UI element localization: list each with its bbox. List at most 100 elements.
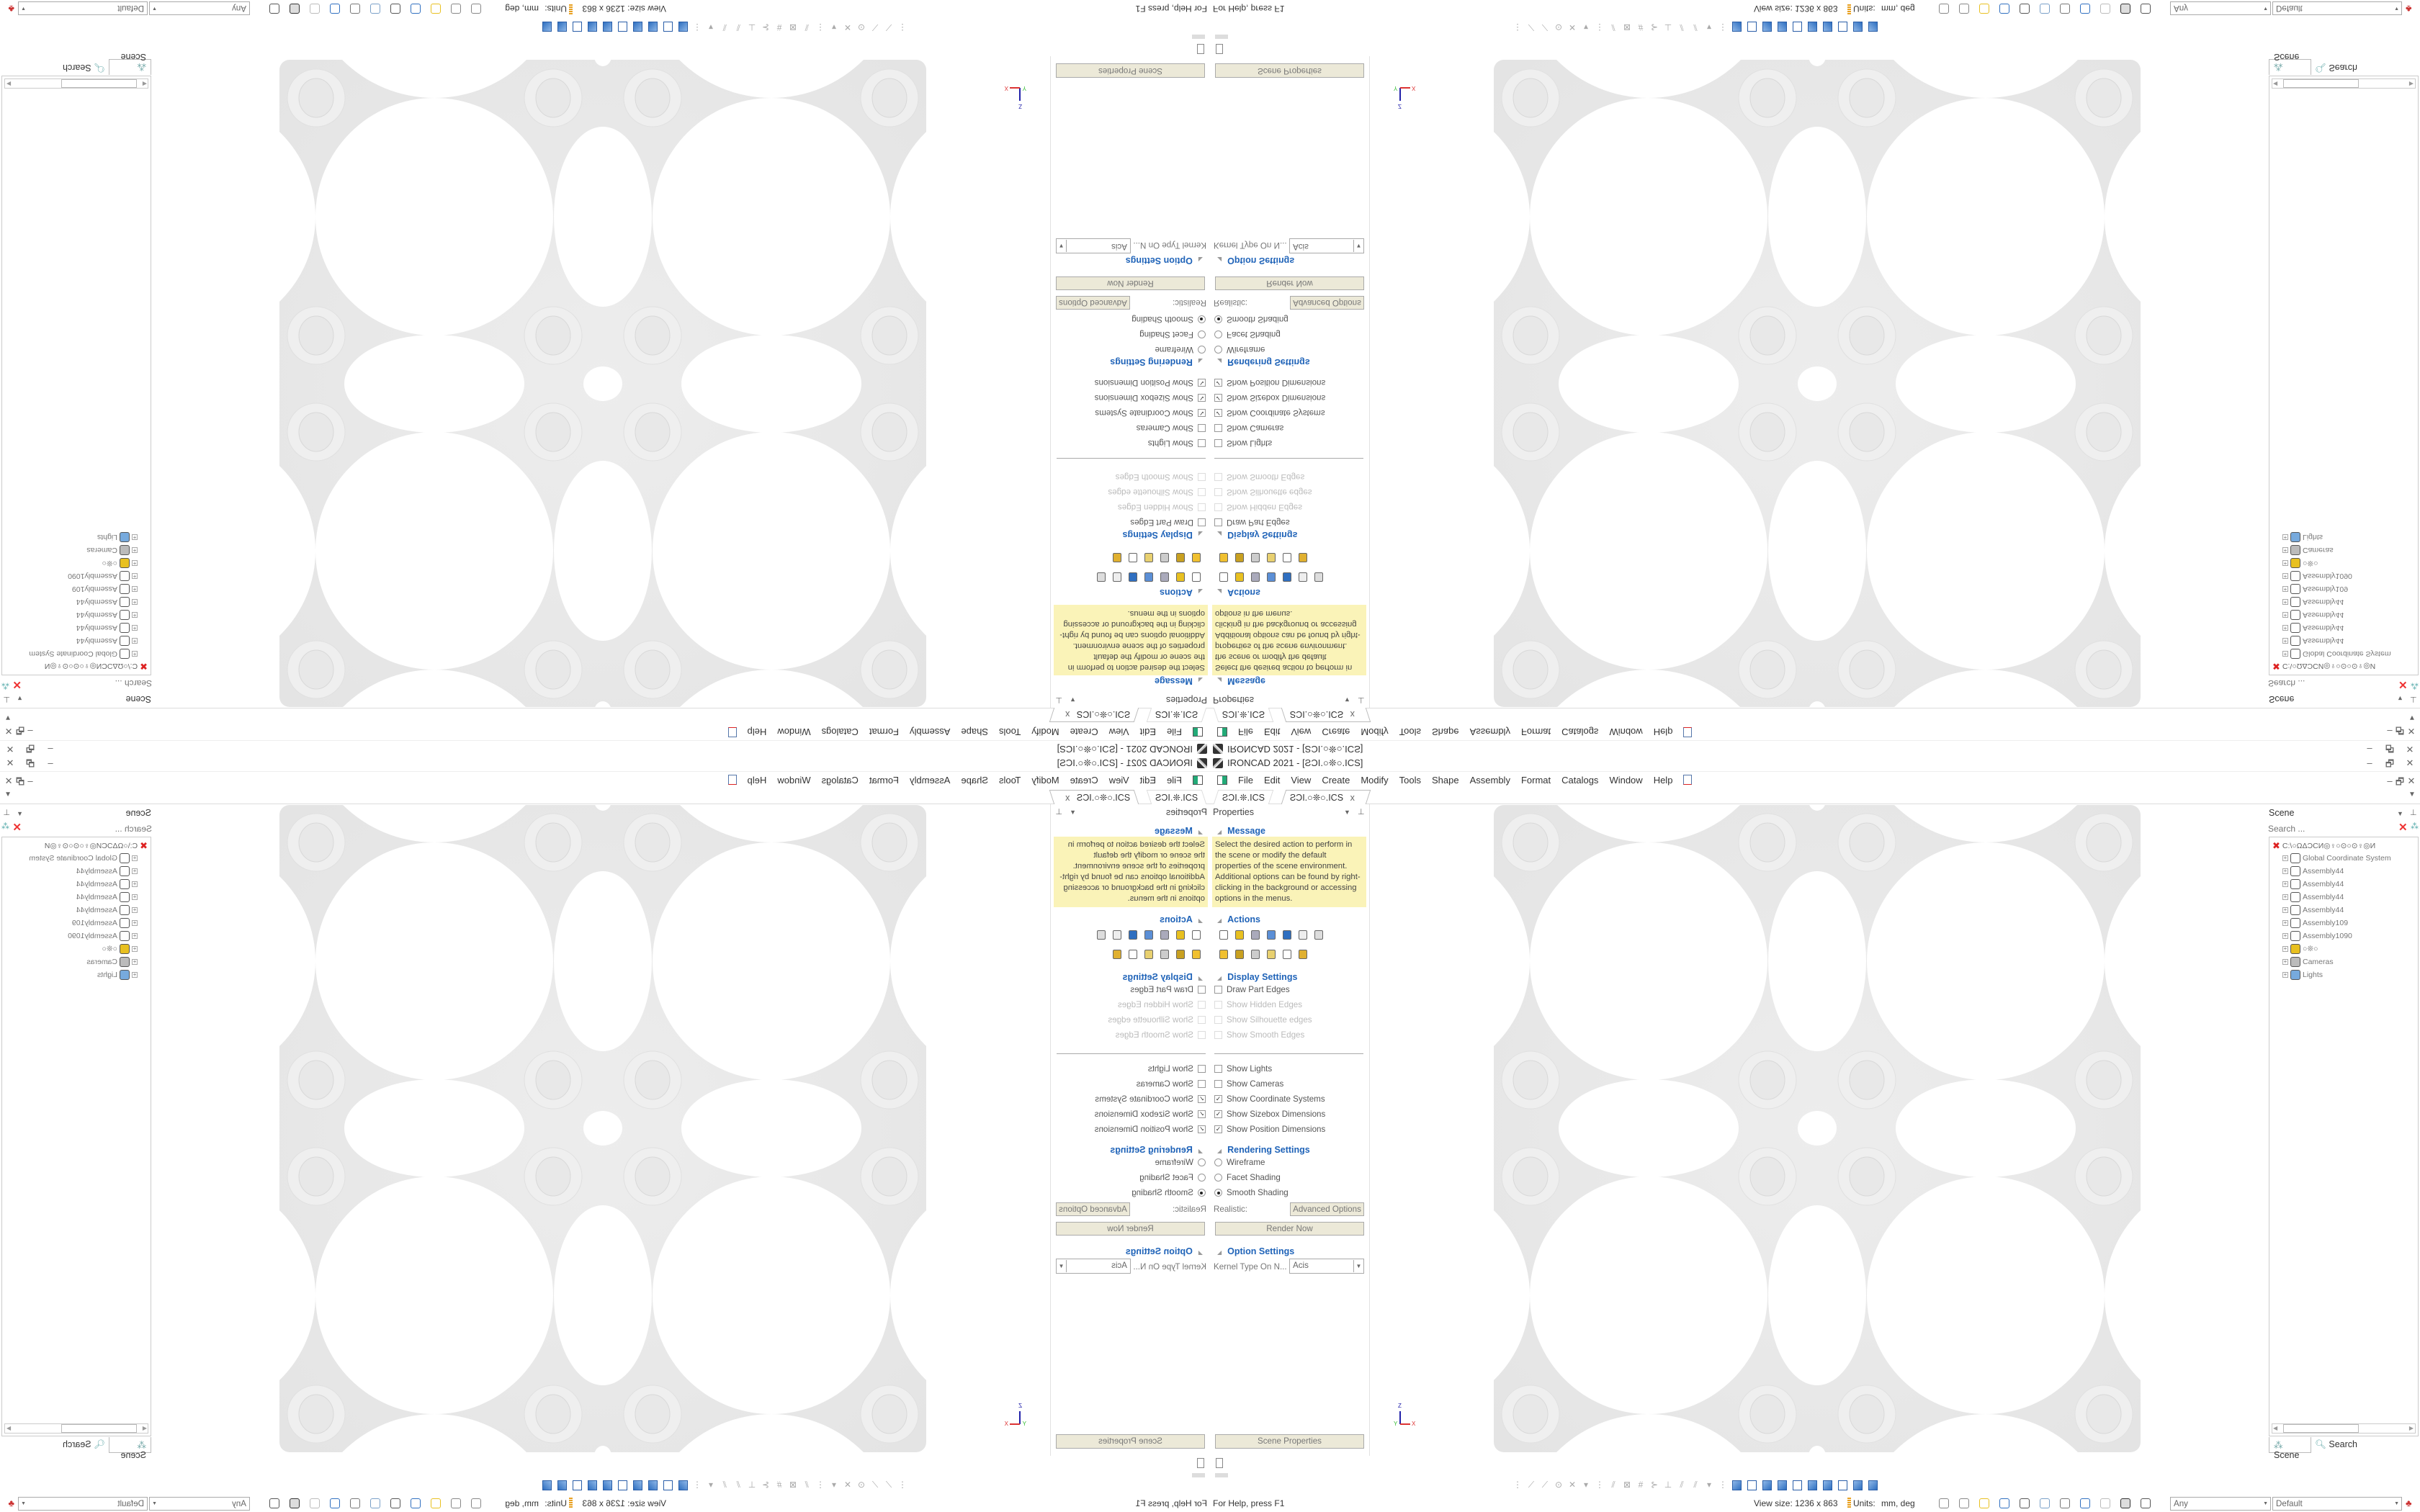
menu-assembly[interactable]: Assembly bbox=[1469, 774, 1510, 786]
selection-filter-select[interactable]: Any ▼ bbox=[149, 1, 250, 15]
advanced-options-button[interactable]: Advanced Options bbox=[1290, 1202, 1364, 1216]
part-color-icon[interactable] bbox=[1979, 1498, 1989, 1508]
zoom-window-icon[interactable] bbox=[1959, 4, 1969, 14]
scroll-right-icon[interactable]: ▶ bbox=[2408, 81, 2414, 87]
view-orientation-cube-icon[interactable] bbox=[1808, 1480, 1817, 1490]
radio-button[interactable] bbox=[1214, 1189, 1222, 1197]
view-orientation-cube-icon[interactable] bbox=[557, 1480, 567, 1490]
tree-item[interactable]: + Assembly109 bbox=[2282, 918, 2348, 928]
glasses-icon[interactable] bbox=[350, 4, 360, 14]
checkbox-box[interactable]: ✓ bbox=[1214, 1110, 1222, 1118]
view-orientation-cube-icon[interactable] bbox=[663, 22, 673, 32]
expand-icon[interactable]: + bbox=[132, 868, 138, 874]
view-tool-icon[interactable]: ▾ bbox=[1583, 22, 1589, 32]
view-tool-icon[interactable]: ▾ bbox=[1706, 22, 1712, 32]
material-icon[interactable] bbox=[370, 1498, 380, 1508]
cube-view-icon[interactable] bbox=[411, 1498, 421, 1508]
tree-item[interactable]: + Assembly44 bbox=[2282, 866, 2344, 876]
units-value[interactable]: mm, deg bbox=[1881, 4, 1915, 14]
scene-tree[interactable]: ✖ C:\○ΩΔƆCИ◎♀○⊙○⊙♀◎И ◀ ▶ + Global Coordina… bbox=[2269, 76, 2419, 675]
arrow-part-icon[interactable] bbox=[1267, 930, 1276, 940]
checkbox-draw-part-edges[interactable]: Draw Part Edges bbox=[1214, 985, 1290, 994]
tree-item[interactable]: + ○❊○ bbox=[102, 944, 138, 954]
view-tool-icon[interactable]: ⫽ bbox=[736, 22, 740, 32]
menu-tools[interactable]: Tools bbox=[1399, 774, 1421, 786]
assembly-icon[interactable] bbox=[1267, 950, 1276, 959]
view-tool-icon[interactable]: # bbox=[776, 22, 782, 32]
mdi-minimize-button[interactable]: – bbox=[2387, 775, 2393, 786]
view-orientation-cube-icon[interactable] bbox=[1793, 22, 1802, 32]
zoom-window-icon[interactable] bbox=[451, 4, 461, 14]
tree-item[interactable]: + Lights bbox=[2282, 532, 2323, 542]
expand-icon[interactable]: + bbox=[132, 945, 138, 952]
chevron-down-icon[interactable]: ▼ bbox=[152, 6, 157, 11]
chevron-down-icon[interactable]: ▼ bbox=[2263, 6, 2268, 11]
style-select[interactable]: Default ▼ bbox=[18, 1, 148, 15]
display-section-header[interactable]: ◢Display Settings bbox=[1217, 972, 1298, 982]
units-value[interactable]: mm, deg bbox=[505, 1498, 539, 1508]
tree-item[interactable]: + Assembly44 bbox=[76, 623, 138, 633]
scrollbar-thumb[interactable] bbox=[2283, 1424, 2359, 1433]
scene-tree-filter-icon[interactable]: ⁂ bbox=[1, 822, 9, 831]
edit-icon[interactable] bbox=[1299, 930, 1307, 940]
view-tool-icon[interactable]: ⋮ bbox=[693, 1480, 702, 1490]
view-tool-icon[interactable]: ⟋ bbox=[885, 22, 892, 32]
tree-item[interactable]: + Global Coordinate System bbox=[29, 649, 138, 659]
clear-search-icon[interactable]: ✕ bbox=[12, 822, 22, 834]
scene-search-input[interactable] bbox=[22, 822, 152, 834]
pin-icon[interactable]: ⊥ bbox=[1358, 808, 1365, 816]
view-tool-icon[interactable]: ⋮ bbox=[816, 22, 825, 32]
tab-scene[interactable]: ⁂ Scene bbox=[109, 52, 151, 75]
expand-icon[interactable]: + bbox=[2282, 573, 2288, 580]
tab-search[interactable]: 🔍︎ Search bbox=[2315, 1439, 2357, 1450]
checkbox-box[interactable]: ✓ bbox=[1214, 1095, 1222, 1103]
part-color-icon[interactable] bbox=[431, 1498, 441, 1508]
view-orientation-cube-icon[interactable] bbox=[1732, 1480, 1742, 1490]
style-select[interactable]: Default ▼ bbox=[2272, 1, 2402, 15]
view-orientation-cube-icon[interactable] bbox=[618, 1480, 627, 1490]
undo-selection-icon[interactable] bbox=[2100, 4, 2110, 14]
scroll-left-icon[interactable]: ◀ bbox=[2273, 81, 2278, 87]
3d-model-view[interactable] bbox=[1210, 756, 2420, 1512]
expand-icon[interactable]: + bbox=[2282, 599, 2288, 606]
scroll-left-icon[interactable]: ◀ bbox=[142, 81, 147, 87]
hierarchy-icon[interactable]: ♣ bbox=[8, 4, 14, 14]
chevron-down-icon[interactable]: ▼ bbox=[2394, 1501, 2399, 1506]
tree-item[interactable]: + Cameras bbox=[86, 957, 138, 967]
clear-search-icon[interactable]: ✕ bbox=[12, 678, 22, 690]
tree-item[interactable]: + Assembly109 bbox=[72, 918, 138, 928]
expand-icon[interactable]: + bbox=[132, 971, 138, 978]
view-tool-icon[interactable]: ⊥ bbox=[748, 22, 756, 32]
tree-item[interactable]: + Assembly44 bbox=[76, 636, 138, 646]
view-tool-icon[interactable]: ⋮ bbox=[1513, 22, 1522, 32]
menu-view[interactable]: View bbox=[1291, 774, 1312, 786]
view-tool-icon[interactable]: ⋮ bbox=[816, 1480, 825, 1490]
chevron-down-icon[interactable]: ▼ bbox=[152, 1501, 157, 1506]
tree-item[interactable]: + Assembly1090 bbox=[2282, 571, 2352, 581]
expand-icon[interactable]: + bbox=[2282, 868, 2288, 874]
plate-part[interactable] bbox=[279, 60, 926, 707]
view-tool-icon[interactable]: ⊠ bbox=[789, 1480, 797, 1490]
view-orientation-cube-icon[interactable] bbox=[1868, 22, 1878, 32]
cube-view-icon[interactable] bbox=[1999, 1498, 2009, 1508]
view-orientation-cube-icon[interactable] bbox=[648, 22, 658, 32]
new-part-icon[interactable] bbox=[1683, 775, 1693, 785]
part-color-icon[interactable] bbox=[1979, 4, 1989, 14]
chevron-down-icon[interactable]: ▼ bbox=[2394, 6, 2399, 11]
pointer-icon[interactable] bbox=[290, 4, 300, 14]
view-tool-icon[interactable]: ⟋ bbox=[1541, 22, 1549, 32]
view-orientation-cube-icon[interactable] bbox=[663, 1480, 673, 1490]
view-orientation-cube-icon[interactable] bbox=[557, 22, 567, 32]
view-orientation-cube-icon[interactable] bbox=[542, 1480, 552, 1490]
view-tool-icon[interactable]: ⫽ bbox=[805, 22, 809, 32]
undo-selection-icon[interactable] bbox=[310, 4, 320, 14]
zoom-icon[interactable] bbox=[1939, 1498, 1949, 1508]
expand-icon[interactable]: + bbox=[132, 612, 138, 618]
clear-search-icon[interactable]: ✕ bbox=[2398, 822, 2408, 834]
tree-item[interactable]: + Assembly44 bbox=[2282, 610, 2344, 620]
scrollbar-thumb[interactable] bbox=[61, 1424, 137, 1433]
mdi-restore-button[interactable]: 🗗 bbox=[2395, 776, 2405, 787]
tab-scene[interactable]: ⁂ Scene bbox=[2269, 1437, 2311, 1460]
view-tool-icon[interactable]: ⟋ bbox=[1528, 1480, 1535, 1490]
checkbox-box[interactable] bbox=[1214, 986, 1222, 994]
